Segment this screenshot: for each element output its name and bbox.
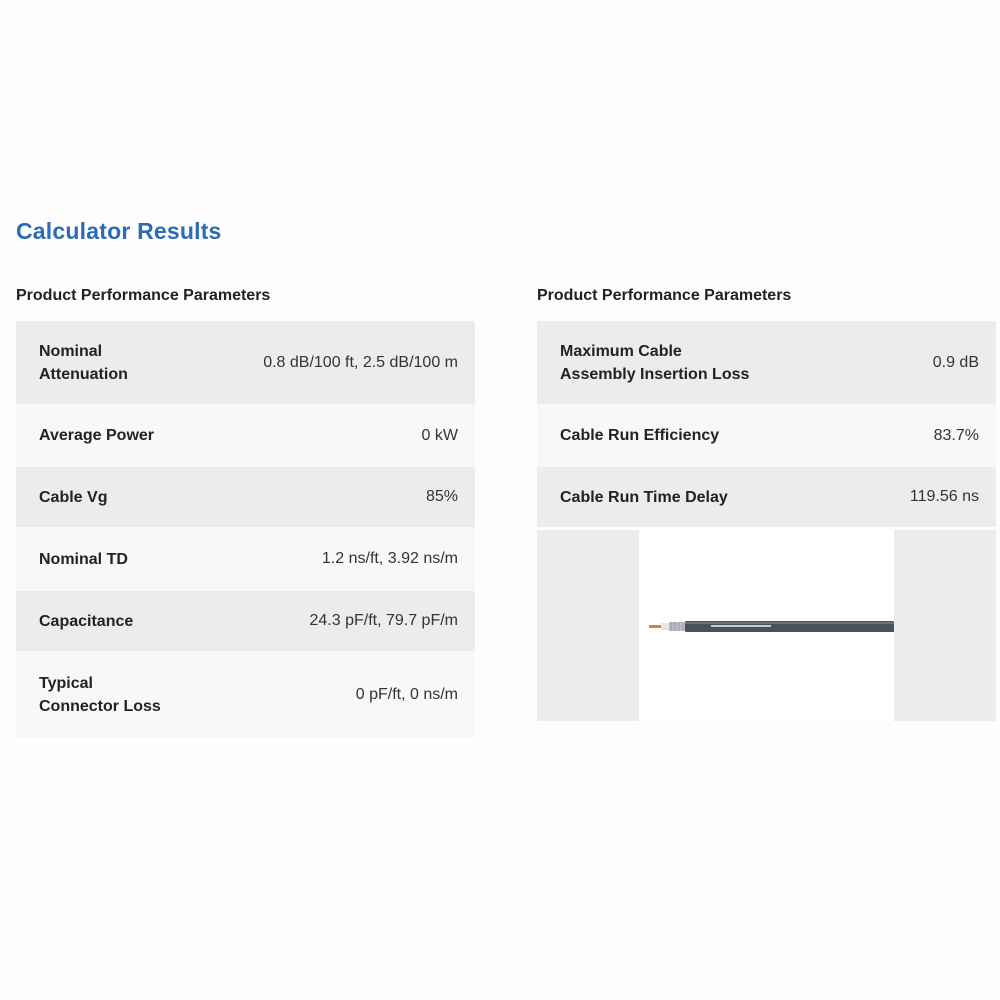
row-value: 85% bbox=[425, 488, 458, 505]
row-value: 0 kW bbox=[421, 426, 458, 444]
product-image-area bbox=[537, 530, 996, 721]
row-value: 83.7% bbox=[933, 426, 979, 444]
table-row: Cable Run Efficiency 83.7% bbox=[537, 404, 996, 467]
row-label: Cable Vg bbox=[39, 488, 108, 506]
coaxial-cable-icon bbox=[649, 621, 894, 632]
coaxial-cable-photo bbox=[639, 530, 894, 721]
left-parameters-panel: Product Performance Parameters Nominal A… bbox=[16, 286, 475, 738]
page-title: Calculator Results bbox=[16, 218, 222, 244]
table-row: Nominal Attenuation 0.8 dB/100 ft, 2.5 d… bbox=[16, 321, 475, 404]
row-value: 0.8 dB/100 ft, 2.5 dB/100 m bbox=[263, 353, 458, 371]
parameters-table: Maximum Cable Assembly Insertion Loss 0.… bbox=[537, 321, 996, 527]
table-row: Capacitance 24.3 pF/ft, 79.7 pF/m bbox=[16, 591, 475, 651]
row-label: Cable Run Efficiency bbox=[560, 427, 720, 444]
panel-heading: Product Performance Parameters bbox=[537, 287, 792, 304]
row-label: Average Power bbox=[39, 427, 155, 444]
parameters-table: Nominal Attenuation 0.8 dB/100 ft, 2.5 d… bbox=[16, 321, 475, 738]
table-row: Typical Connector Loss 0 pF/ft, 0 ns/m bbox=[16, 651, 475, 738]
row-label: Cable Run Time Delay bbox=[560, 488, 728, 506]
table-row: Maximum Cable Assembly Insertion Loss 0.… bbox=[537, 321, 996, 404]
row-value: 1.2 ns/ft, 3.92 ns/m bbox=[321, 550, 458, 567]
table-row: Cable Run Time Delay 119.56 ns bbox=[537, 467, 996, 527]
row-label: Nominal TD bbox=[39, 550, 128, 568]
table-row: Cable Vg 85% bbox=[16, 467, 475, 527]
row-label: Maximum Cable Assembly Insertion Loss bbox=[560, 342, 750, 383]
row-value: 119.56 ns bbox=[909, 488, 979, 505]
table-row: Nominal TD 1.2 ns/ft, 3.92 ns/m bbox=[16, 527, 475, 591]
row-value: 0.9 dB bbox=[932, 353, 979, 371]
panel-heading: Product Performance Parameters bbox=[16, 287, 271, 304]
row-label: Capacitance bbox=[39, 612, 134, 630]
table-row: Average Power 0 kW bbox=[16, 404, 475, 467]
right-parameters-panel: Product Performance Parameters Maximum C… bbox=[537, 286, 996, 721]
row-value: 0 pF/ft, 0 ns/m bbox=[355, 685, 458, 703]
row-label: Typical Connector Loss bbox=[39, 674, 161, 715]
row-label: Nominal Attenuation bbox=[39, 342, 128, 383]
row-value: 24.3 pF/ft, 79.7 pF/m bbox=[309, 612, 458, 629]
